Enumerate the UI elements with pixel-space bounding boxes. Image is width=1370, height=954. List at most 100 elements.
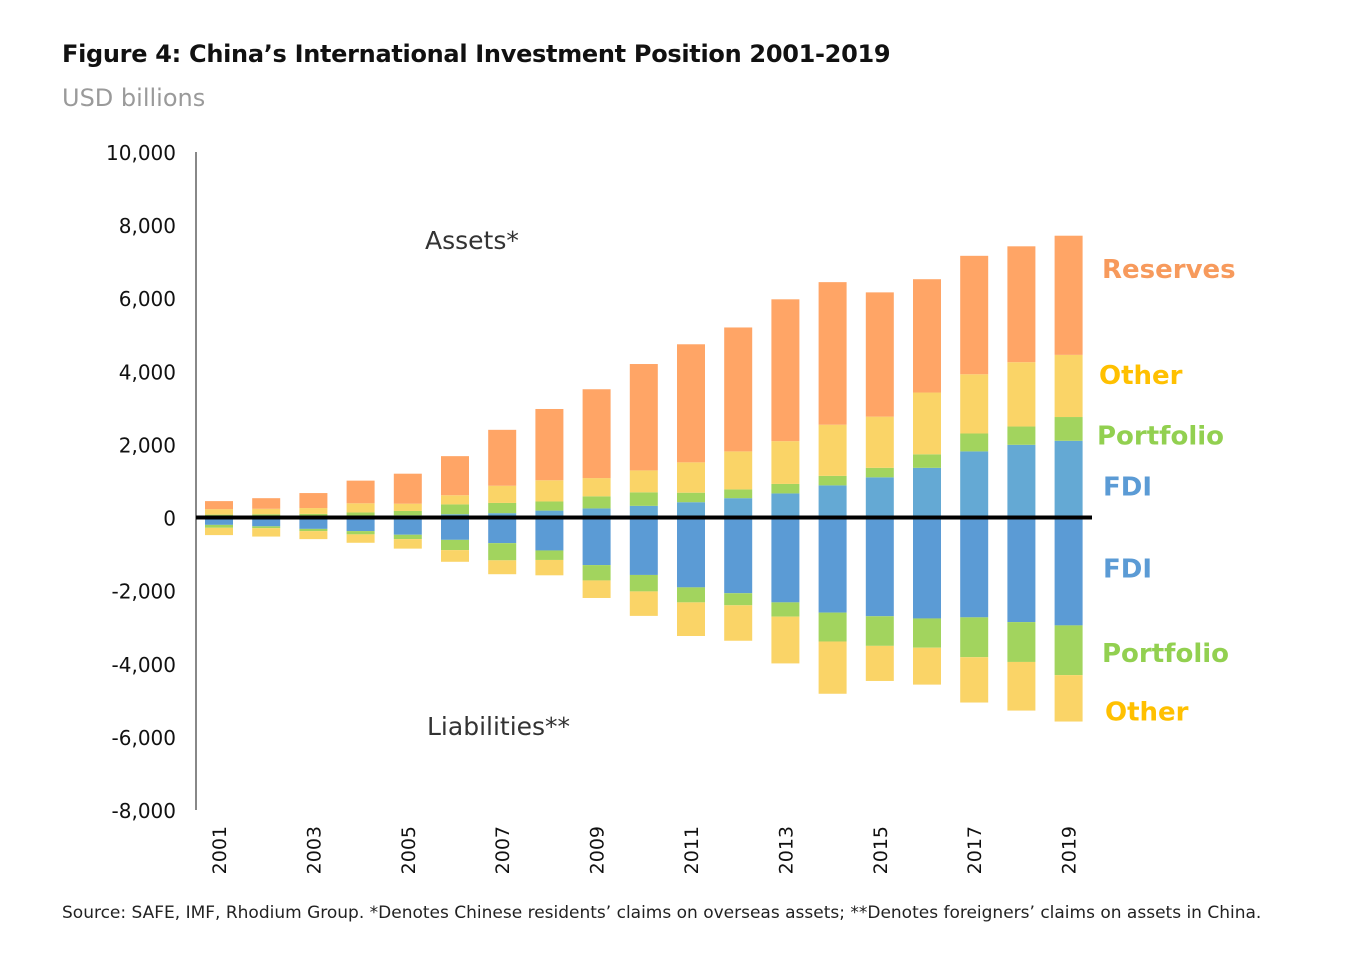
bar-assets-fdi-2014 bbox=[818, 485, 847, 518]
bar-assets-portfolio-2006 bbox=[441, 504, 469, 515]
bar-assets-fdi-2009 bbox=[582, 508, 611, 518]
bar-liabilities-fdi-2005 bbox=[393, 517, 422, 535]
bar-assets-fdi-2011 bbox=[677, 502, 705, 518]
y-tick-label: 0 bbox=[163, 507, 176, 531]
bar-liabilities-other-2014 bbox=[818, 641, 847, 694]
bar-assets-portfolio-2002 bbox=[252, 514, 281, 517]
bar-liabilities-fdi-2018 bbox=[1007, 517, 1036, 623]
y-tick-label: 8,000 bbox=[119, 214, 176, 238]
bar-liabilities-other-2008 bbox=[535, 559, 564, 576]
y-tick-label: -2,000 bbox=[112, 580, 176, 604]
bar-assets-reserves-2002 bbox=[252, 498, 281, 509]
bar-liabilities-fdi-2014 bbox=[818, 517, 847, 613]
bar-liabilities-other-2001 bbox=[205, 527, 233, 536]
bar-assets-other-2017 bbox=[960, 374, 989, 434]
bar-liabilities-portfolio-2017 bbox=[960, 617, 989, 658]
bar-liabilities-portfolio-2008 bbox=[535, 550, 564, 560]
bar-assets-other-2015 bbox=[865, 416, 894, 468]
x-tick-label: 2003 bbox=[303, 826, 325, 874]
bar-assets-other-2013 bbox=[771, 441, 800, 484]
bar-assets-fdi-2008 bbox=[535, 510, 564, 518]
bar-assets-other-2010 bbox=[629, 470, 658, 493]
y-tick-label: 4,000 bbox=[119, 360, 176, 384]
bar-assets-portfolio-2010 bbox=[629, 492, 658, 506]
bar-liabilities-portfolio-2014 bbox=[818, 612, 847, 642]
bar-liabilities-portfolio-2013 bbox=[771, 602, 800, 617]
bar-assets-fdi-2016 bbox=[913, 467, 941, 518]
bar-liabilities-fdi-2011 bbox=[677, 517, 705, 588]
legend-label-portfolio: Portfolio bbox=[1097, 421, 1224, 451]
x-tick-label: 2011 bbox=[681, 826, 703, 874]
bar-liabilities-portfolio-2007 bbox=[488, 543, 517, 561]
bar-assets-reserves-2010 bbox=[629, 364, 658, 471]
bar-assets-fdi-2010 bbox=[629, 505, 658, 518]
bar-liabilities-portfolio-2004 bbox=[346, 531, 375, 535]
x-tick-label: 2013 bbox=[775, 826, 797, 874]
bar-assets-reserves-2008 bbox=[535, 408, 564, 481]
bar-assets-reserves-2011 bbox=[677, 344, 705, 463]
legend-label-portfolio: Portfolio bbox=[1102, 639, 1229, 669]
bar-liabilities-fdi-2006 bbox=[441, 517, 469, 540]
bar-assets-reserves-2006 bbox=[441, 456, 469, 496]
legend-label-fdi: FDI bbox=[1103, 555, 1152, 585]
bar-assets-other-2008 bbox=[535, 480, 564, 502]
bar-assets-reserves-2012 bbox=[724, 327, 753, 452]
bar-liabilities-fdi-2013 bbox=[771, 517, 800, 603]
bar-assets-reserves-2016 bbox=[913, 279, 941, 393]
bar-assets-portfolio-2019 bbox=[1054, 417, 1083, 441]
bar-assets-other-2019 bbox=[1054, 354, 1083, 418]
bar-liabilities-portfolio-2009 bbox=[582, 565, 611, 581]
y-tick-label: -6,000 bbox=[112, 726, 176, 750]
bar-liabilities-other-2015 bbox=[865, 645, 894, 681]
bar-liabilities-portfolio-2003 bbox=[299, 528, 328, 532]
y-tick-label: 10,000 bbox=[106, 141, 176, 165]
bar-assets-other-2007 bbox=[488, 485, 517, 503]
bar-liabilities-other-2019 bbox=[1054, 675, 1083, 722]
bar-liabilities-portfolio-2010 bbox=[629, 574, 658, 592]
bar-assets-other-2011 bbox=[677, 462, 705, 493]
bar-assets-other-2012 bbox=[724, 451, 753, 490]
y-tick-label: 2,000 bbox=[119, 433, 176, 457]
bar-liabilities-portfolio-2005 bbox=[393, 534, 422, 540]
bar-assets-fdi-2013 bbox=[771, 493, 800, 518]
bar-assets-fdi-2012 bbox=[724, 498, 753, 518]
bar-assets-other-2018 bbox=[1007, 362, 1036, 427]
bar-assets-reserves-2015 bbox=[865, 292, 894, 417]
assets-annotation: Assets* bbox=[425, 226, 519, 255]
x-tick-label: 2005 bbox=[398, 826, 420, 874]
bar-assets-other-2006 bbox=[441, 495, 469, 505]
x-tick-label: 2007 bbox=[492, 826, 514, 874]
bar-liabilities-other-2004 bbox=[346, 534, 375, 543]
bar-assets-reserves-2017 bbox=[960, 255, 989, 375]
chart-title: Figure 4: China’s International Investme… bbox=[62, 40, 891, 68]
bar-assets-reserves-2009 bbox=[582, 389, 611, 479]
bar-assets-fdi-2018 bbox=[1007, 444, 1036, 518]
bar-assets-reserves-2014 bbox=[818, 282, 847, 425]
bar-assets-reserves-2005 bbox=[393, 473, 422, 504]
bar-assets-portfolio-2015 bbox=[865, 467, 894, 478]
bar-liabilities-other-2006 bbox=[441, 550, 469, 562]
bar-assets-other-2009 bbox=[582, 478, 611, 497]
bar-liabilities-other-2003 bbox=[299, 531, 328, 540]
bar-assets-portfolio-2004 bbox=[346, 512, 375, 516]
x-tick-label: 2009 bbox=[587, 826, 609, 874]
bar-liabilities-other-2009 bbox=[582, 580, 611, 598]
bar-assets-other-2004 bbox=[346, 503, 375, 513]
bar-liabilities-portfolio-2002 bbox=[252, 526, 281, 529]
bar-assets-other-2016 bbox=[913, 392, 941, 455]
bar-liabilities-fdi-2007 bbox=[488, 517, 517, 544]
y-tick-label: 6,000 bbox=[119, 287, 176, 311]
bar-assets-fdi-2017 bbox=[960, 451, 989, 518]
bar-liabilities-other-2012 bbox=[724, 605, 753, 641]
bar-liabilities-fdi-2019 bbox=[1054, 517, 1083, 626]
bar-liabilities-fdi-2009 bbox=[582, 517, 611, 566]
bar-assets-fdi-2007 bbox=[488, 513, 517, 518]
bar-liabilities-portfolio-2015 bbox=[865, 616, 894, 646]
bar-liabilities-other-2010 bbox=[629, 591, 658, 616]
bar-assets-reserves-2018 bbox=[1007, 246, 1036, 363]
legend-label-fdi: FDI bbox=[1103, 472, 1152, 502]
bar-liabilities-fdi-2012 bbox=[724, 517, 753, 594]
bar-liabilities-fdi-2008 bbox=[535, 517, 564, 551]
bar-liabilities-portfolio-2012 bbox=[724, 593, 753, 606]
bar-liabilities-fdi-2002 bbox=[252, 517, 281, 527]
